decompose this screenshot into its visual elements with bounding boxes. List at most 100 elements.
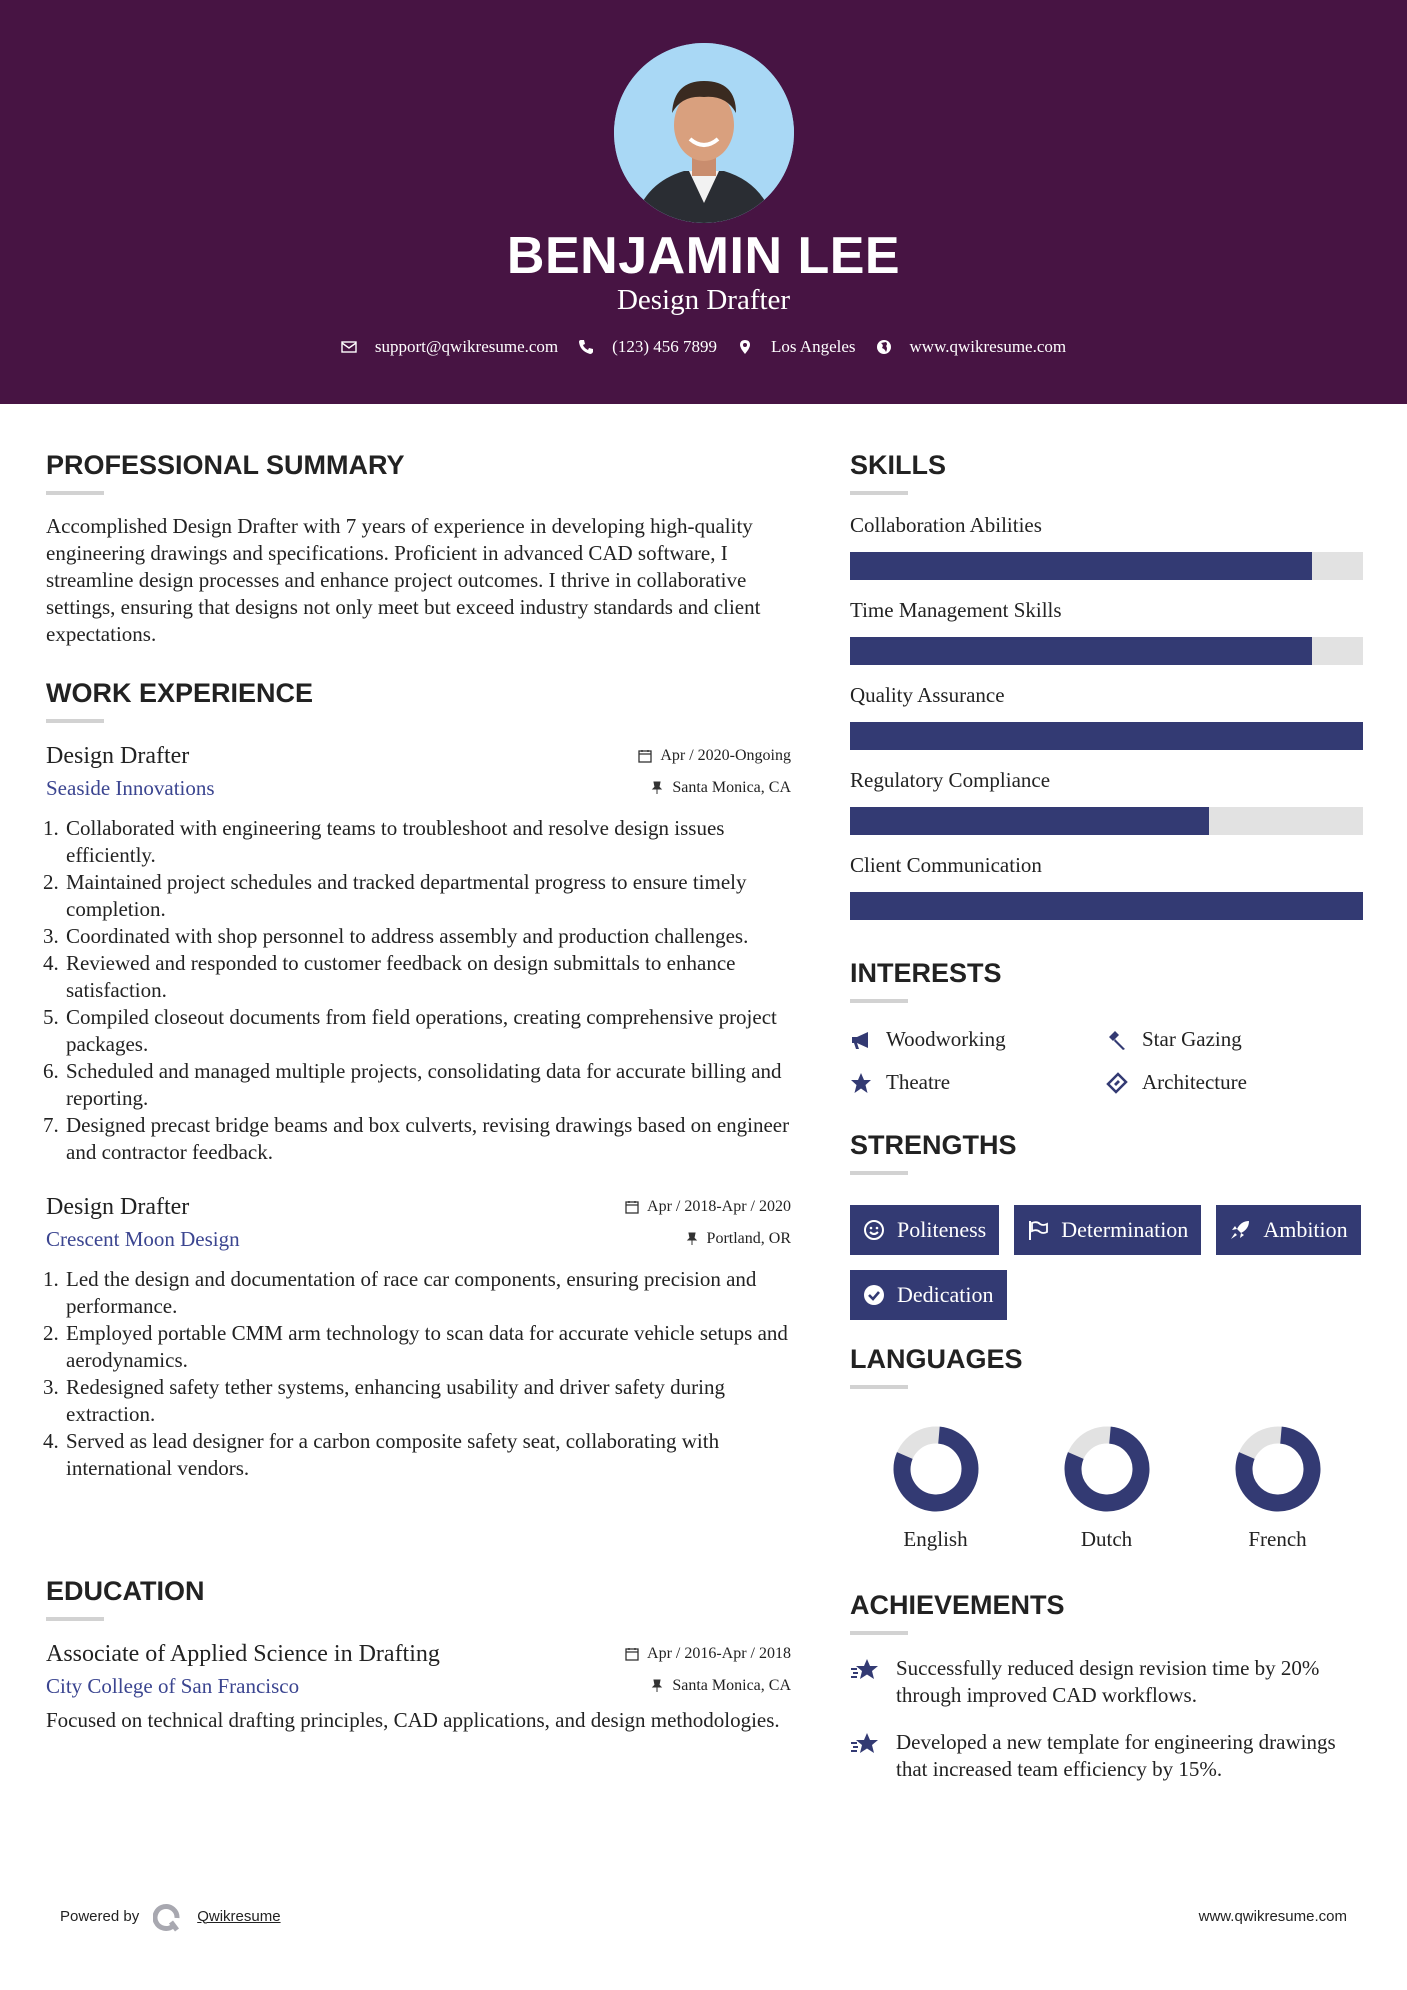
phone-icon xyxy=(579,340,594,354)
job-entry: Design Drafter Apr / 2020-Ongoing Seaside… xyxy=(46,743,791,1166)
skill-bar xyxy=(850,722,1363,750)
list-item: Reviewed and responded to customer feedb… xyxy=(64,950,791,1004)
rocket-icon xyxy=(1231,1221,1250,1239)
interest-item: Theatre xyxy=(850,1070,1106,1095)
language-item: French xyxy=(1192,1425,1363,1552)
skill-item: Regulatory Compliance xyxy=(850,768,1363,835)
phone-text: (123) 456 7899 xyxy=(612,337,717,356)
job-location: Portland, OR xyxy=(685,1230,791,1248)
list-item: Designed precast bridge beams and box cu… xyxy=(64,1112,791,1166)
bullhorn-icon xyxy=(852,1031,868,1049)
title-underline xyxy=(46,719,104,723)
qwikresume-link[interactable]: Qwikresume xyxy=(197,1907,281,1925)
job-duties: Collaborated with engineering teams to t… xyxy=(46,815,791,1166)
job-duties: Led the design and documentation of race… xyxy=(46,1266,791,1482)
smile-icon xyxy=(864,1220,884,1240)
profile-photo xyxy=(614,43,794,223)
header: BENJAMIN LEE Design Drafter support@qwik… xyxy=(0,0,1407,404)
title-underline xyxy=(850,999,908,1003)
title-underline xyxy=(850,1385,908,1389)
education-description: Focused on technical drafting principles… xyxy=(46,1708,780,1732)
company-name: Crescent Moon Design xyxy=(46,1227,240,1251)
contact-phone[interactable]: (123) 456 7899 xyxy=(578,337,717,357)
list-item: Coordinated with shop personnel to addre… xyxy=(64,923,791,950)
achievement-item: Developed a new template for engineering… xyxy=(850,1729,1363,1783)
skill-label: Regulatory Compliance xyxy=(850,768,1051,792)
calendar-icon xyxy=(638,750,652,763)
skill-bar xyxy=(850,637,1363,665)
language-label: French xyxy=(1248,1527,1307,1551)
languages-section: LANGUAGES English Dutch French xyxy=(850,1344,1363,1552)
job-title: Design Drafter xyxy=(46,1194,190,1220)
list-item: Collaborated with engineering teams to t… xyxy=(64,815,791,869)
summary-section: PROFESSIONAL SUMMARY Accomplished Design… xyxy=(46,450,791,648)
skill-bar xyxy=(850,807,1363,835)
title-underline xyxy=(46,1617,104,1621)
skill-label: Quality Assurance xyxy=(850,683,1005,707)
skill-bar-fill xyxy=(850,807,1210,835)
contact-email[interactable]: support@qwikresume.com xyxy=(341,337,558,357)
strength-badge: Politeness xyxy=(850,1205,1000,1255)
skill-label: Time Management Skills xyxy=(850,598,1062,622)
title-underline xyxy=(850,1631,908,1635)
star-icon xyxy=(851,1072,871,1093)
strength-badge: Determination xyxy=(1014,1205,1202,1255)
envelope-icon xyxy=(341,341,357,353)
check-circle-icon xyxy=(864,1285,884,1305)
star-trophy-icon xyxy=(851,1659,878,1679)
powered-by-label: Powered by xyxy=(60,1907,140,1925)
strengths-section: STRENGTHS Politeness Determination Ambit… xyxy=(850,1130,1363,1320)
section-title: STRENGTHS xyxy=(850,1130,1017,1160)
ticket-icon xyxy=(1106,1071,1128,1094)
interest-item: Woodworking xyxy=(850,1027,1106,1052)
pushpin-icon xyxy=(652,1679,663,1692)
skill-bar xyxy=(850,892,1363,920)
list-item: Maintained project schedules and tracked… xyxy=(64,869,791,923)
job-date: Apr / 2018-Apr / 2020 xyxy=(625,1198,791,1216)
skills-section: SKILLS Collaboration Abilities Time Manag… xyxy=(850,450,1363,938)
degree: Associate of Applied Science in Drafting xyxy=(46,1641,440,1667)
school-name: City College of San Francisco xyxy=(46,1674,300,1698)
calendar-icon xyxy=(625,1201,639,1214)
list-item: Compiled closeout documents from field o… xyxy=(64,1004,791,1058)
globe-icon xyxy=(876,340,891,354)
skill-bar-fill xyxy=(850,637,1312,665)
candidate-title: Design Drafter xyxy=(616,284,791,316)
skill-label: Client Communication xyxy=(850,853,1042,877)
skill-bar-fill xyxy=(850,552,1312,580)
contact-location: Los Angeles xyxy=(737,337,856,357)
job-date: Apr / 2020-Ongoing xyxy=(638,747,791,765)
interest-item: Star Gazing xyxy=(1106,1027,1362,1052)
language-donut xyxy=(893,1426,978,1512)
gavel-icon xyxy=(1109,1030,1125,1050)
job-title: Design Drafter xyxy=(46,743,190,769)
language-label: English xyxy=(903,1527,968,1551)
list-item: Employed portable CMM arm technology to … xyxy=(64,1320,791,1374)
qwikresume-logo xyxy=(153,1904,180,1932)
flag-icon xyxy=(1029,1221,1049,1240)
skill-bar-fill xyxy=(850,722,1363,750)
section-title: ACHIEVEMENTS xyxy=(850,1590,1065,1620)
section-title: PROFESSIONAL SUMMARY xyxy=(46,450,405,480)
education-section: EDUCATION Associate of Applied Science i… xyxy=(46,1576,791,1734)
skill-item: Client Communication xyxy=(850,853,1363,920)
list-item: Scheduled and managed multiple projects,… xyxy=(64,1058,791,1112)
star-trophy-icon xyxy=(851,1733,878,1753)
pushpin-icon xyxy=(686,1232,697,1245)
skill-bar xyxy=(850,552,1363,580)
section-title: LANGUAGES xyxy=(850,1344,1023,1374)
footer-website[interactable]: www.qwikresume.com xyxy=(1198,1907,1347,1925)
work-section: WORK EXPERIENCE Design Drafter Apr / 2020… xyxy=(46,678,791,1482)
section-title: EDUCATION xyxy=(46,1576,205,1606)
contact-website[interactable]: www.qwikresume.com xyxy=(876,337,1066,357)
achievement-item: Successfully reduced design revision tim… xyxy=(850,1655,1363,1709)
strength-badge: Ambition xyxy=(1216,1205,1361,1255)
language-item: English xyxy=(850,1425,1021,1552)
language-item: Dutch xyxy=(1021,1425,1192,1552)
title-underline xyxy=(850,491,908,495)
list-item: Led the design and documentation of race… xyxy=(64,1266,791,1320)
skill-bar-fill xyxy=(850,892,1363,920)
section-title: SKILLS xyxy=(850,450,947,480)
language-donut xyxy=(1235,1426,1320,1512)
title-underline xyxy=(850,1171,908,1175)
